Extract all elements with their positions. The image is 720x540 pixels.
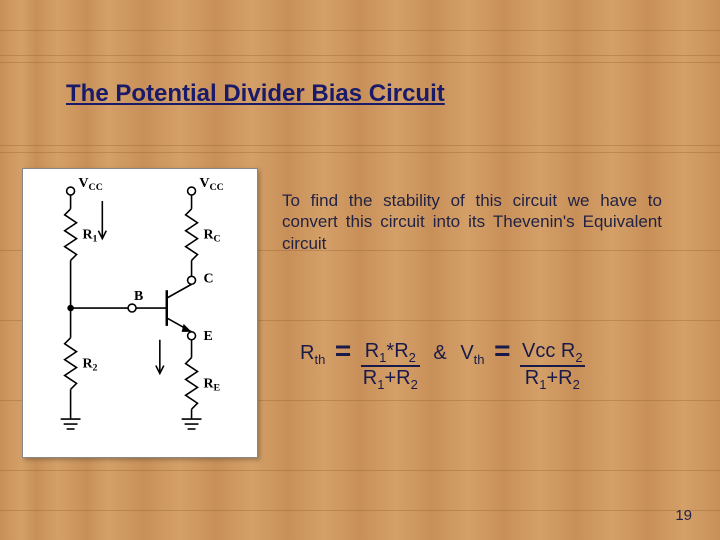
decor-grain (0, 55, 720, 56)
slide: The Potential Divider Bias Circuit (0, 0, 720, 540)
decor-grain (0, 62, 720, 63)
rth-fraction: R1*R2 R1+R2 (361, 340, 420, 392)
svg-text:RE: RE (203, 376, 220, 393)
svg-text:VCC: VCC (199, 176, 223, 193)
decor-grain (0, 510, 720, 511)
decor-grain (0, 470, 720, 471)
formula: Rth = R1*R2 R1+R2 & Vth = Vcc R2 R1+R2 (300, 340, 585, 392)
equals-icon: = (490, 340, 514, 362)
decor-grain (0, 152, 720, 153)
body-text: To find the stability of this circuit we… (282, 190, 662, 254)
circuit-svg: VCC VCC R1 RC R2 RE B C E (23, 169, 257, 457)
vth-fraction: Vcc R2 R1+R2 (520, 340, 585, 392)
decor-grain (0, 30, 720, 31)
svg-text:B: B (134, 289, 143, 304)
page-number: 19 (675, 507, 692, 524)
rth-label: Rth (300, 340, 325, 373)
svg-text:VCC: VCC (79, 176, 103, 193)
decor-grain (0, 145, 720, 146)
ampersand: & (425, 340, 454, 366)
page-title: The Potential Divider Bias Circuit (66, 80, 445, 108)
equals-icon: = (331, 340, 355, 362)
vth-label: Vth (460, 340, 484, 373)
svg-text:E: E (203, 329, 212, 344)
svg-text:R1: R1 (82, 228, 97, 245)
circuit-diagram: VCC VCC R1 RC R2 RE B C E (22, 168, 258, 458)
svg-text:RC: RC (203, 228, 220, 245)
svg-text:C: C (203, 271, 213, 286)
svg-text:R2: R2 (82, 357, 97, 374)
